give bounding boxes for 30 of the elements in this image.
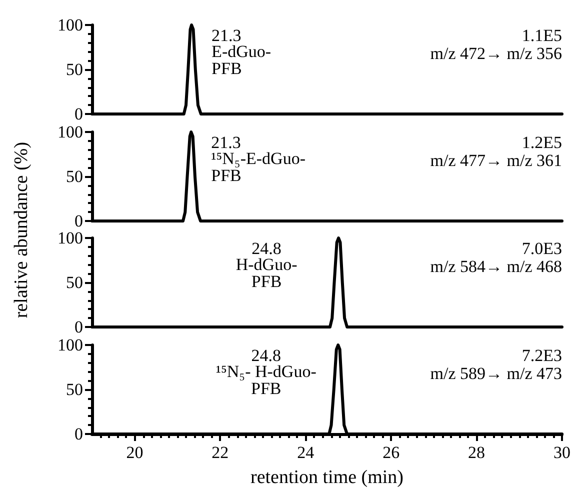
annotation: m/z 472→ m/z 356 [430, 44, 562, 63]
annotation: E-dGuo- PFB [212, 42, 272, 78]
x-tick-label: 26 [382, 443, 400, 462]
annotation: 21.3 [212, 26, 242, 45]
x-tick-label: 28 [468, 443, 486, 462]
annotation: 1.2E5 [522, 132, 562, 152]
x-tick-label: 30 [554, 443, 570, 462]
y-tick-label: 100 [58, 16, 83, 34]
y-tick-label: 50 [66, 273, 83, 292]
annotation: 1.1E5 [522, 26, 562, 45]
y-tick-label: 100 [58, 228, 83, 248]
y-tick-label: 100 [58, 336, 83, 355]
y-tick-label: 0 [74, 318, 83, 337]
y-tick-label: 50 [66, 166, 83, 186]
annotation: 7.0E3 [522, 239, 562, 258]
y-tick-label: 50 [66, 380, 83, 400]
x-tick-label: 20 [126, 443, 144, 462]
x-axis-title: retention time (min) [250, 467, 404, 488]
x-tick-label: 22 [212, 443, 229, 462]
y-tick-label: 0 [74, 104, 83, 124]
annotation: 7.2E3 [522, 346, 562, 366]
y-tick-label: 100 [58, 122, 83, 142]
annotation: m/z 584→ m/z 468 [430, 257, 562, 276]
annotation: m/z 589→ m/z 473 [430, 364, 562, 384]
y-tick-label: 50 [66, 60, 83, 79]
y-tick-label: 0 [74, 211, 83, 230]
y-axis-title: relative abundance (%) [11, 141, 33, 318]
y-tick-label: 0 [74, 424, 83, 444]
x-tick-label: 24 [297, 443, 315, 462]
annotation: m/z 477→ m/z 361 [430, 150, 562, 170]
